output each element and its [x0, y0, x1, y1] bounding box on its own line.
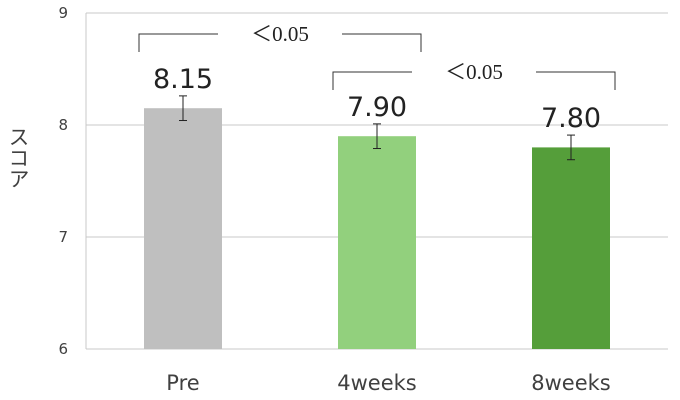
significance-label: ＜0.05	[445, 60, 503, 84]
bar-4weeks	[338, 136, 416, 349]
y-axis-label: スコア	[6, 126, 30, 189]
bar-8weeks	[532, 147, 610, 349]
category-labels: Pre 4weeks 8weeks	[166, 371, 610, 395]
data-label: 8.15	[153, 64, 213, 95]
x-tick-label: 8weeks	[531, 371, 610, 395]
y-tick-label: 9	[58, 4, 68, 22]
y-tick-label: 6	[58, 340, 68, 358]
bar-pre	[144, 108, 222, 349]
bracket-left	[138, 33, 218, 52]
significance-brackets: ＜0.05 ＜0.05	[138, 22, 616, 90]
data-label: 7.80	[541, 103, 601, 134]
error-bars	[179, 95, 575, 161]
bracket-right	[536, 71, 616, 90]
y-tick-label: 7	[58, 228, 68, 246]
bars	[144, 108, 610, 349]
bracket-right	[342, 33, 422, 52]
x-tick-label: Pre	[166, 371, 199, 395]
data-label: 7.90	[347, 92, 407, 123]
data-labels: 8.15 7.90 7.80	[153, 64, 601, 134]
x-tick-label: 4weeks	[337, 371, 416, 395]
y-tick-label: 8	[58, 116, 68, 134]
bracket-left	[332, 71, 412, 90]
significance-label: ＜0.05	[251, 22, 309, 46]
y-tick-labels: 6 7 8 9	[58, 4, 68, 358]
